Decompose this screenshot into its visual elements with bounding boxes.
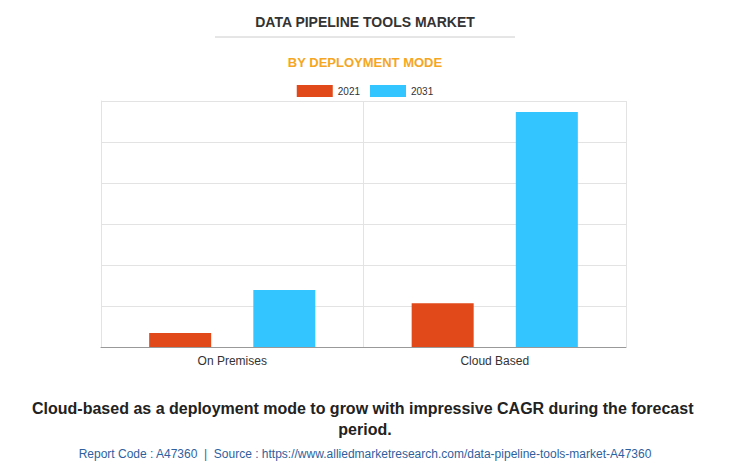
svg-text:On Premises: On Premises [198, 354, 267, 368]
svg-text:Cloud-based as a deployment mo: Cloud-based as a deployment mode to grow… [32, 400, 698, 417]
svg-text:period.: period. [338, 421, 391, 438]
svg-text:2021: 2021 [338, 86, 361, 97]
svg-text:BY DEPLOYMENT MODE: BY DEPLOYMENT MODE [288, 55, 443, 70]
svg-text:DATA PIPELINE TOOLS MARKET: DATA PIPELINE TOOLS MARKET [255, 14, 475, 30]
svg-text:Report Code : A47360 | Sourc: Report Code : A47360 | Source : https://… [79, 447, 652, 461]
svg-text:Cloud Based: Cloud Based [460, 354, 529, 368]
svg-text:2031: 2031 [411, 86, 434, 97]
